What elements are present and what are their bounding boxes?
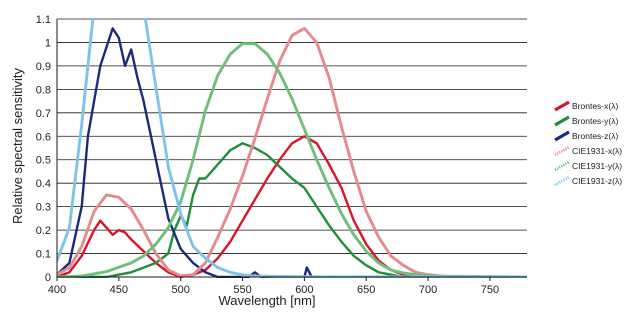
legend-label: Brontes-x(λ): [572, 101, 618, 111]
axis-layer: 0 0.1 0.2 0.3 0.4 0.5 0.6 0.7 0.8 0.9 1 1.1 400 450 50…: [36, 14, 527, 296]
legend-swatch: [554, 130, 570, 142]
y-tick-label: 0.9: [36, 61, 51, 73]
x-tick-label: 600: [295, 284, 313, 296]
legend-swatch: [554, 100, 570, 112]
grid-layer: [57, 18, 527, 278]
legend-label: CIE1931-x(λ): [572, 146, 622, 156]
series-layer: [57, 18, 527, 278]
series-line-cie1931-y: [57, 42, 527, 278]
y-tick-label: 0: [45, 272, 51, 284]
legend-swatch: [554, 115, 570, 127]
x-tick-label: 450: [110, 284, 128, 296]
legend-swatch: [554, 175, 570, 187]
y-axis-title: Relative spectral sensitivity: [10, 67, 25, 224]
legend-label: Brontes-z(λ): [572, 131, 618, 141]
y-tick-label: 0.3: [36, 202, 51, 214]
y-tick-label: 0.6: [36, 131, 51, 143]
y-tick-label: 1: [45, 37, 51, 49]
x-tick-label: 750: [481, 284, 499, 296]
y-tick-label: 0.5: [36, 155, 51, 167]
legend-label: CIE1931-z(λ): [572, 176, 622, 186]
y-tick-label: 0.1: [36, 249, 51, 261]
series-line-cie1931-x: [57, 26, 527, 278]
series-line-cie1931-z: [57, 18, 527, 278]
y-tick-label: 0.2: [36, 225, 51, 237]
x-tick-label: 700: [419, 284, 437, 296]
y-tick-label: 0.8: [36, 84, 51, 96]
x-tick-label: 550: [233, 284, 251, 296]
series-line-brontes-y: [57, 142, 527, 278]
x-axis-title: Wavelength [nm]: [218, 293, 315, 308]
x-tick-label: 500: [172, 284, 190, 296]
x-tick-label: 400: [48, 284, 66, 296]
series-line-brontes-x: [57, 135, 527, 278]
x-tick-label: 650: [357, 284, 375, 296]
y-tick-label: 1.1: [36, 14, 51, 26]
legend: Brontes-x(λ) Brontes-y(λ) Brontes-z(λ) CIE1…: [554, 100, 622, 187]
legend-label: Brontes-y(λ): [572, 116, 618, 126]
y-tick-label: 0.4: [36, 178, 51, 190]
y-tick-label: 0.7: [36, 108, 51, 120]
legend-label: CIE1931-y(λ): [572, 161, 622, 171]
legend-swatch: [554, 145, 570, 157]
legend-swatch: [554, 160, 570, 172]
